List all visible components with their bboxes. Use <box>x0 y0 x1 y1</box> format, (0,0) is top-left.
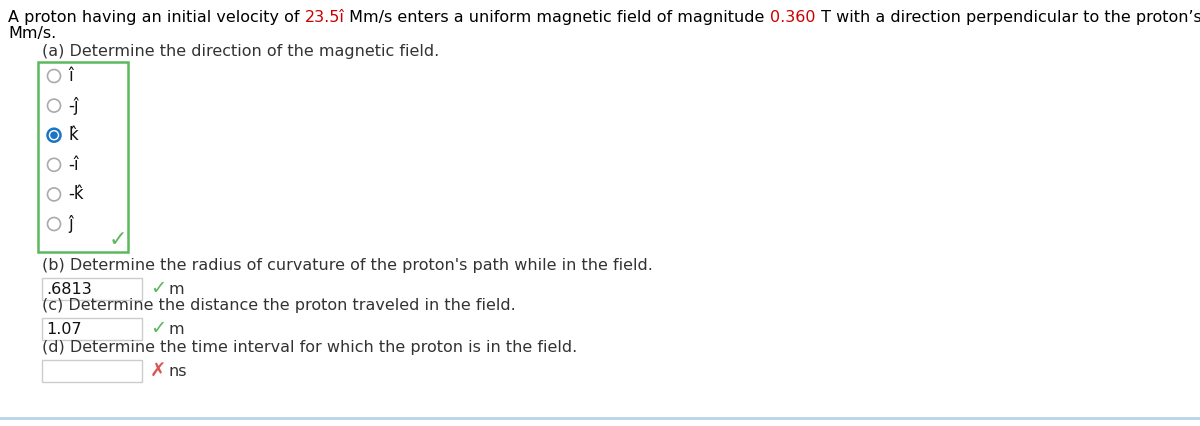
Circle shape <box>48 188 60 201</box>
Circle shape <box>48 218 60 230</box>
Text: ns: ns <box>168 363 186 378</box>
Text: k̂: k̂ <box>68 126 78 144</box>
Text: m: m <box>168 322 184 337</box>
Text: -k̂: -k̂ <box>68 185 84 203</box>
Text: ✓: ✓ <box>150 320 167 339</box>
Text: 0.360: 0.360 <box>770 10 816 25</box>
FancyBboxPatch shape <box>42 360 142 382</box>
Text: ĵ: ĵ <box>68 215 73 233</box>
Text: 1.07: 1.07 <box>46 322 82 337</box>
Text: .6813: .6813 <box>46 282 91 296</box>
FancyBboxPatch shape <box>38 62 128 252</box>
Circle shape <box>48 129 60 142</box>
Text: m: m <box>168 282 184 296</box>
FancyBboxPatch shape <box>42 318 142 340</box>
Text: (c) Determine the distance the proton traveled in the field.: (c) Determine the distance the proton tr… <box>42 298 516 313</box>
Circle shape <box>48 69 60 83</box>
Text: (d) Determine the time interval for which the proton is in the field.: (d) Determine the time interval for whic… <box>42 340 577 355</box>
Text: Mm/s.: Mm/s. <box>8 26 56 41</box>
Text: (b) Determine the radius of curvature of the proton's path while in the field.: (b) Determine the radius of curvature of… <box>42 258 653 273</box>
Text: T with a direction perpendicular to the proton’s velocity. It leaves the field-f: T with a direction perpendicular to the … <box>816 10 1200 25</box>
Text: ✓: ✓ <box>109 230 127 250</box>
Text: ✗: ✗ <box>150 362 167 380</box>
Circle shape <box>48 158 60 171</box>
Text: (a) Determine the direction of the magnetic field.: (a) Determine the direction of the magne… <box>42 44 439 59</box>
Text: -ĵ: -ĵ <box>68 97 78 115</box>
Text: Mm/s enters a uniform magnetic field of magnitude: Mm/s enters a uniform magnetic field of … <box>344 10 770 25</box>
Text: A proton having an initial velocity of: A proton having an initial velocity of <box>8 10 305 25</box>
Circle shape <box>50 131 58 139</box>
Circle shape <box>48 99 60 112</box>
Text: ✓: ✓ <box>150 279 167 299</box>
FancyBboxPatch shape <box>42 278 142 300</box>
Text: 23.5î: 23.5î <box>305 10 344 25</box>
Text: î: î <box>68 67 73 85</box>
Text: -î: -î <box>68 156 78 174</box>
